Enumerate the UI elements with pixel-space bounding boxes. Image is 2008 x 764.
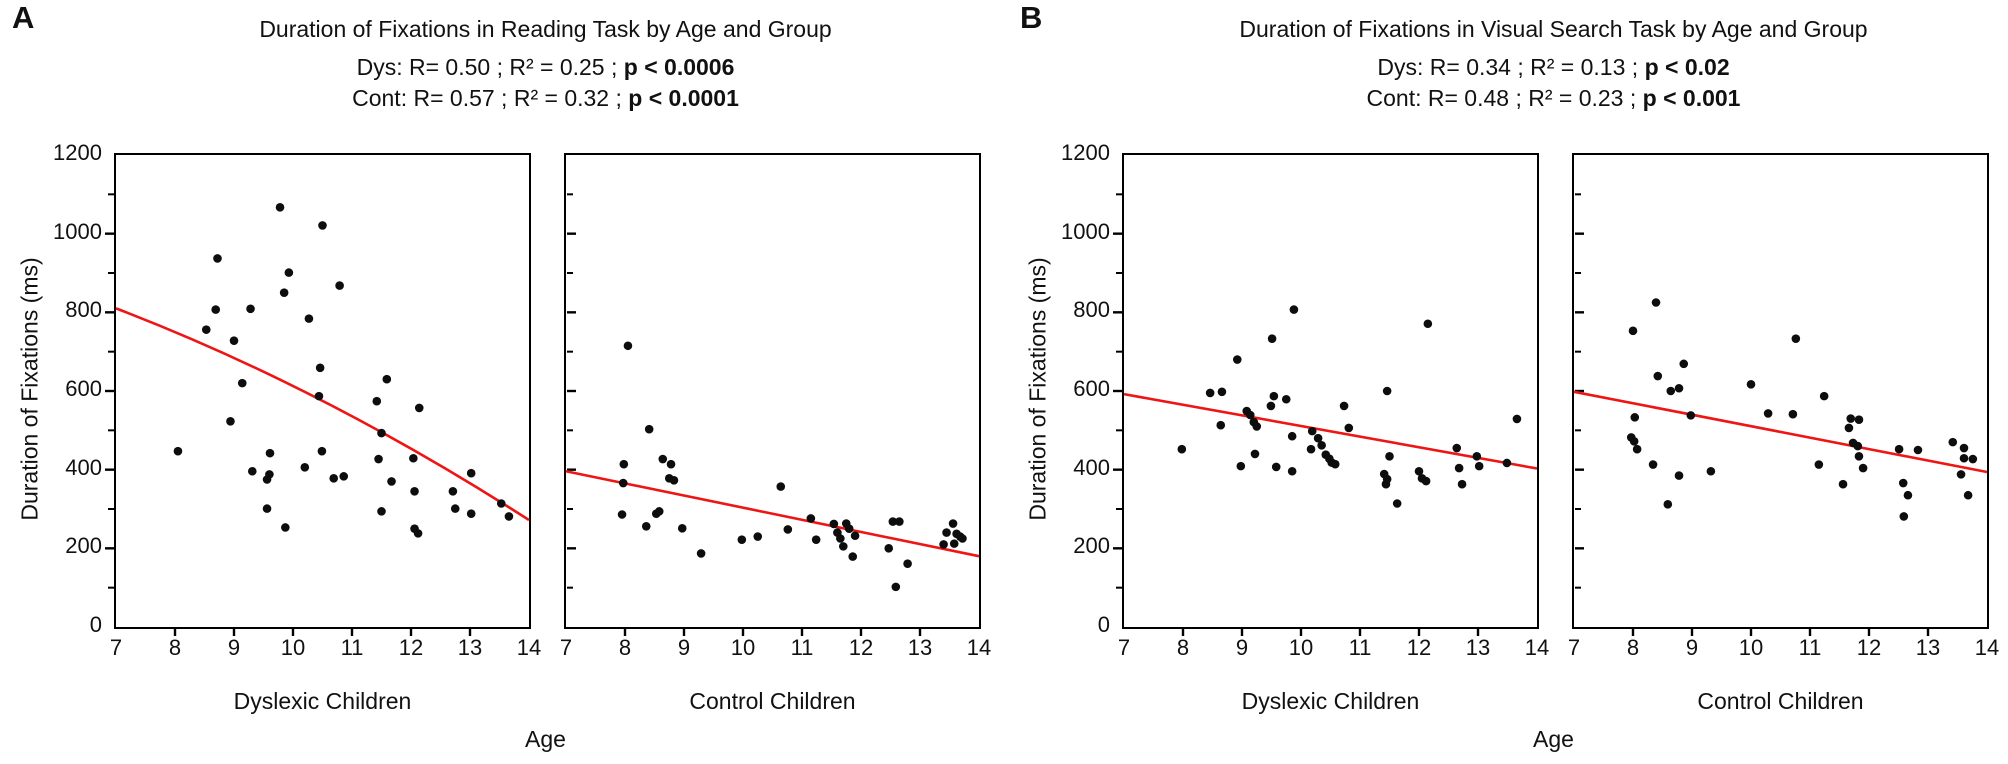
x-tick-label: 7 — [1567, 635, 1581, 660]
x-tick-label: 12 — [848, 635, 874, 660]
x-tick-label: 12 — [1406, 635, 1432, 660]
stats-text: Dys: R= 0.50 ; R² = 0.25 ; — [356, 54, 624, 80]
panel-b-x-axis-label: Age — [1533, 726, 1574, 752]
y-tick-label: 0 — [1097, 612, 1110, 637]
plot-a-control-group-label: Control Children — [689, 688, 856, 714]
x-tick-label: 13 — [907, 635, 933, 660]
stats-p-value: p < 0.0006 — [623, 54, 735, 80]
y-tick-label: 1000 — [1061, 218, 1110, 244]
panel-a-y-tick-labels: 0 200 400 600 800 1000 1200 — [30, 0, 102, 764]
x-tick-label: 7 — [1117, 635, 1131, 660]
scatter-canvas — [1573, 193, 1988, 636]
x-tick-label: 14 — [1974, 635, 2000, 660]
plot-a-dyslexic-frame — [105, 153, 531, 636]
plot-b-dyslexic-group-label: Dyslexic Children — [1241, 688, 1420, 714]
x-tick-label: 9 — [677, 635, 691, 660]
x-tick-label: 9 — [1235, 635, 1249, 660]
panel-a-x-axis-label: Age — [525, 726, 566, 752]
x-tick-label: 10 — [280, 635, 306, 660]
scatter-canvas — [105, 193, 530, 636]
plot-b-dyslexic-frame — [1113, 153, 1539, 636]
stats-text: Cont: R= 0.57 ; R² = 0.32 ; — [352, 85, 629, 111]
x-tick-label: 11 — [1798, 635, 1822, 660]
x-tick-label: 13 — [1915, 635, 1941, 660]
y-tick-label: 1000 — [53, 218, 102, 244]
panel-a-stats-dyslexic: Dys: R= 0.50 ; R² = 0.25 ; p < 0.0006 — [114, 54, 977, 81]
stats-p-value: p < 0.001 — [1642, 85, 1741, 111]
x-tick-label: 9 — [1685, 635, 1699, 660]
panel-b-title: Duration of Fixations in Visual Search T… — [1239, 16, 1868, 42]
stats-text: Dys: R= 0.34 ; R² = 0.13 ; — [1377, 54, 1645, 80]
y-tick-label: 1200 — [53, 140, 102, 165]
x-tick-label: 14 — [966, 635, 992, 660]
x-tick-label: 8 — [618, 635, 632, 660]
x-tick-label: 10 — [1738, 635, 1764, 660]
x-tick-label: 8 — [168, 635, 182, 660]
panel-a: A Duration of Fixations in Reading Task … — [12, 0, 991, 764]
plot-b-control-frame — [1572, 153, 1989, 636]
x-tick-label: 8 — [1176, 635, 1190, 660]
y-tick-label: 400 — [1073, 454, 1110, 480]
x-tick-label: 14 — [516, 635, 542, 660]
x-tick-label: 13 — [457, 635, 483, 660]
scatter-canvas — [1113, 193, 1538, 636]
plot-a-control-x-tick-labels: 7 8 9 10 11 12 13 14 — [560, 635, 991, 664]
plot-b-control-x-tick-labels: 7 8 9 10 11 12 13 14 — [1568, 635, 1999, 664]
x-tick-label: 12 — [1856, 635, 1882, 660]
x-tick-label: 7 — [559, 635, 573, 660]
plot-a-control-frame — [564, 153, 981, 636]
panel-a-title: Duration of Fixations in Reading Task by… — [259, 16, 832, 42]
x-tick-label: 14 — [1524, 635, 1550, 660]
y-tick-label: 600 — [1073, 376, 1110, 401]
panel-a-label: A — [12, 0, 35, 35]
x-tick-label: 9 — [227, 635, 241, 660]
plot-b-control-group-label: Control Children — [1697, 688, 1864, 714]
x-tick-label: 12 — [398, 635, 424, 660]
plot-a-dyslexic-group-label: Dyslexic Children — [233, 688, 412, 714]
panel-b-stats-control: Cont: R= 0.48 ; R² = 0.23 ; p < 0.001 — [1122, 85, 1985, 112]
y-tick-label: 0 — [89, 612, 102, 637]
y-tick-label: 600 — [65, 376, 102, 401]
panel-b-y-tick-labels: 0 200 400 600 800 1000 1200 — [1038, 0, 1110, 764]
stats-text: Cont: R= 0.48 ; R² = 0.23 ; — [1366, 85, 1643, 111]
x-tick-label: 11 — [1348, 635, 1372, 660]
x-tick-label: 8 — [1626, 635, 1640, 660]
plot-b-dyslexic-x-tick-labels: 7 8 9 10 11 12 13 14 — [1118, 635, 1549, 664]
scatter-canvas — [565, 193, 980, 636]
x-tick-label: 11 — [790, 635, 814, 660]
y-tick-label: 1200 — [1061, 140, 1110, 165]
x-tick-label: 7 — [109, 635, 123, 660]
panel-b: B Duration of Fixations in Visual Search… — [1008, 0, 2008, 764]
y-tick-label: 200 — [65, 533, 102, 559]
x-tick-label: 11 — [340, 635, 364, 660]
y-tick-label: 800 — [65, 297, 102, 323]
y-tick-label: 400 — [65, 454, 102, 480]
y-tick-label: 200 — [1073, 533, 1110, 559]
stats-p-value: p < 0.0001 — [628, 85, 739, 111]
y-tick-label: 800 — [1073, 297, 1110, 323]
x-tick-label: 10 — [1288, 635, 1314, 660]
x-tick-label: 10 — [730, 635, 756, 660]
plot-a-dyslexic-x-tick-labels: 7 8 9 10 11 12 13 14 — [110, 635, 541, 664]
stats-p-value: p < 0.02 — [1644, 54, 1730, 80]
panel-b-stats-dyslexic: Dys: R= 0.34 ; R² = 0.13 ; p < 0.02 — [1122, 54, 1985, 81]
x-tick-label: 13 — [1465, 635, 1491, 660]
panel-a-stats-control: Cont: R= 0.57 ; R² = 0.32 ; p < 0.0001 — [114, 85, 977, 112]
panel-b-label: B — [1020, 0, 1043, 35]
